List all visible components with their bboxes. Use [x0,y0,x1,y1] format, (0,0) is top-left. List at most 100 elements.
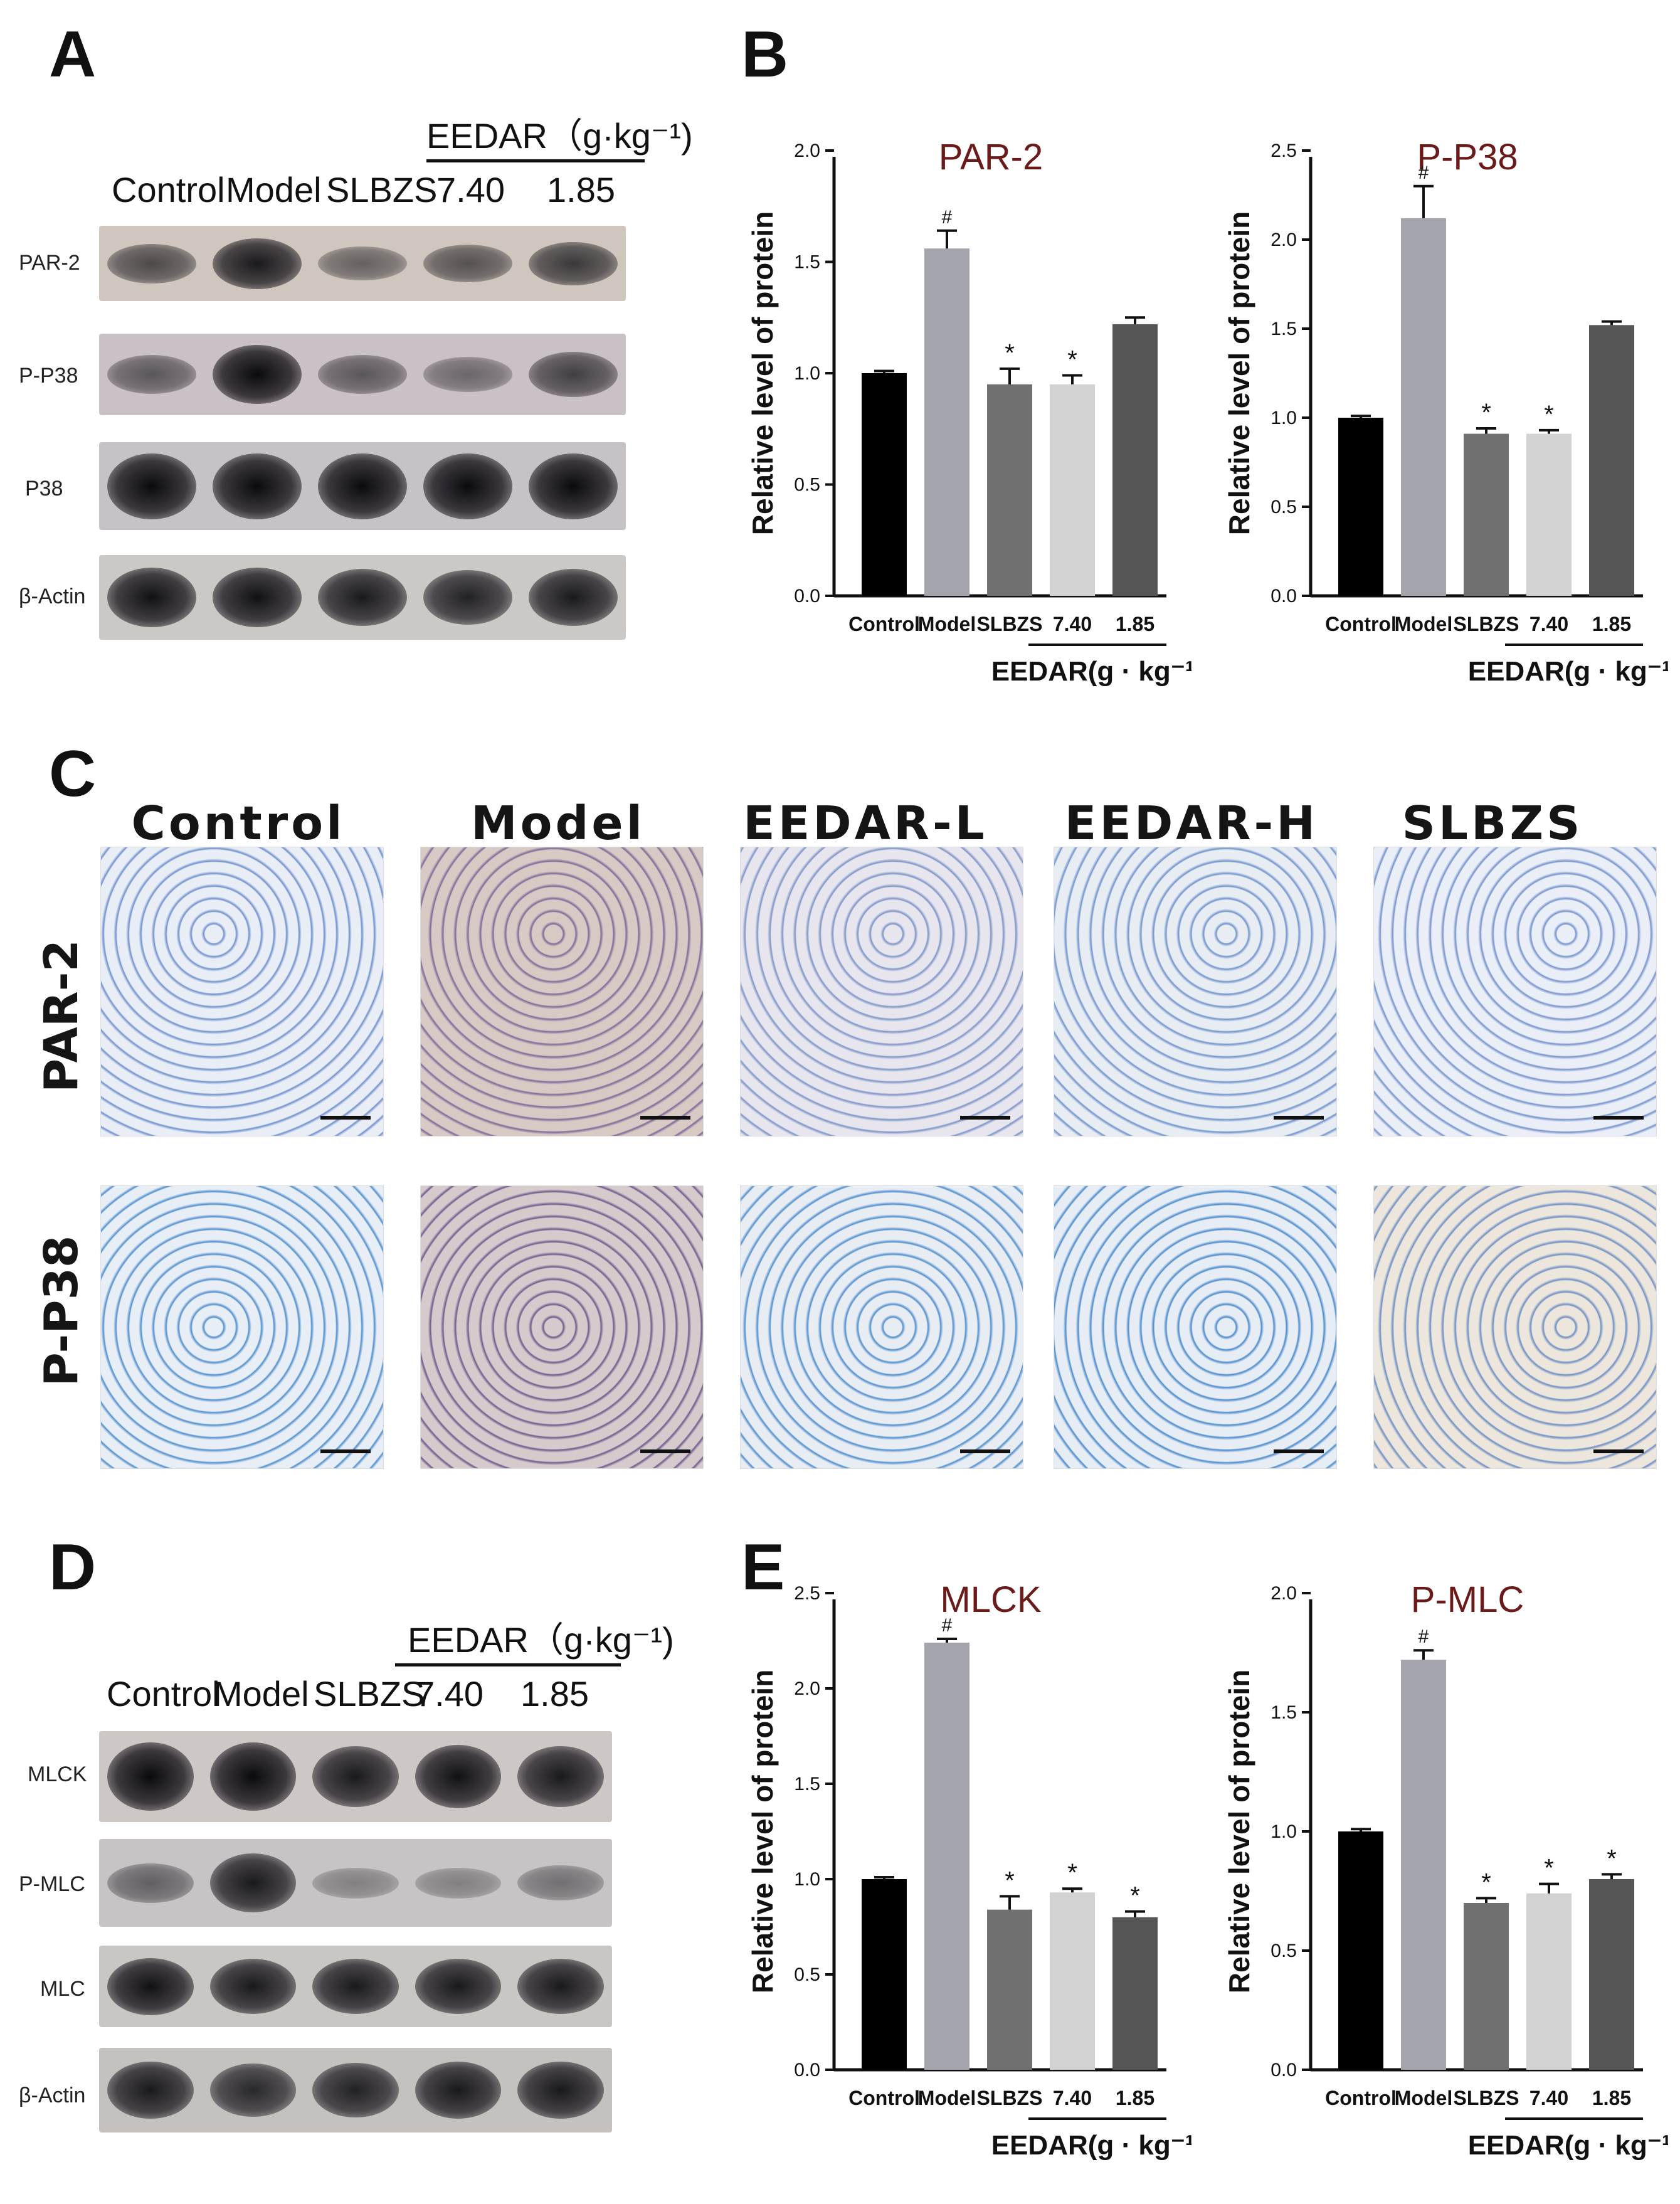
blot-band [107,1958,194,2015]
blot-band [107,243,196,283]
blot-band [517,1746,604,1808]
blot-band [415,1959,502,2014]
histo-col-eedar-l: EEDAR-L [743,797,988,850]
bar-chart-pmlc: P-MLC Relative level of protein 0.0 0.5 1.0 1… [1223,1579,1668,2161]
bar-chart-mlck: MLCK Relative level of protein 0.0 0.5 1.0 1.… [746,1579,1191,2161]
scale-bar [1274,1449,1324,1453]
scale-bar [960,1449,1010,1453]
blot-band [209,2064,297,2117]
category-label: 7.40 [1529,2087,1568,2109]
significance-mark: * [1481,399,1491,426]
bar [1401,1660,1446,2070]
category-label: Control [848,613,920,635]
significance-mark: # [942,1615,953,1636]
significance-mark: * [1067,1859,1077,1887]
y-tick-label: 0.0 [1271,2060,1297,2080]
blot-a-lane-model: Model [226,170,322,209]
y-tick-label: 2.0 [794,1678,820,1699]
bar [862,373,907,596]
blot-band [415,1744,502,1809]
histology-image [1054,1185,1337,1469]
significance-mark: * [1481,1868,1491,1896]
category-label: SLBZS [1454,2087,1519,2109]
blot-d-row-label: MLCK [28,1762,87,1786]
blot-band [517,1959,604,2014]
y-tick-label: 1.5 [1271,1702,1297,1723]
bar [1112,324,1158,596]
chart-title: MLCK [940,1579,1041,1620]
y-tick-label: 0.5 [794,475,820,495]
bar [1050,384,1095,596]
blot-band [423,357,512,392]
blot-d-group-header: EEDAR（g·kg⁻¹) [408,1620,674,1660]
blot-a-row-label: β-Actin [19,585,86,608]
chart-title: P-MLC [1411,1579,1524,1620]
blot-band [213,568,302,627]
blot-band [209,1742,297,1811]
blot-band [107,1742,194,1811]
category-label: SLBZS [977,613,1043,635]
category-label: Model [1395,613,1452,635]
blot-band [312,1746,399,1808]
category-label: Model [918,2087,976,2109]
significance-mark: * [1005,1867,1015,1894]
group-label: EEDAR(g · kg⁻¹) [991,656,1191,687]
blot-d-lane-control: Control [107,1674,220,1714]
y-tick-label: 1.0 [794,1869,820,1890]
bar [987,384,1032,596]
y-tick-label: 1.5 [794,252,820,273]
blot-band [529,453,618,519]
blot-d-group-line [395,1663,621,1666]
category-label: 7.40 [1053,2087,1092,2109]
blot-band [318,568,407,627]
blot-a-strip-par2 [99,226,626,301]
y-tick-label: 1.0 [1271,408,1297,428]
bar [924,1643,969,2070]
scale-bar [320,1449,371,1453]
histology-image [1373,847,1657,1136]
bar [1338,1831,1383,2070]
y-tick-label: 0.0 [794,586,820,607]
bar [1464,1903,1509,2070]
significance-mark: * [1544,1855,1554,1882]
bar-chart-pp38: P-P38 Relative level of protein 0.0 0.5 1.0 1… [1223,137,1668,687]
blot-band [529,568,618,627]
scale-bar [640,1449,690,1453]
panel-letter-c: C [49,738,97,810]
bar [987,1909,1032,2070]
category-label: 1.85 [1592,613,1631,635]
panel-letter-e: E [741,1531,785,1604]
blot-a-row-label: P-P38 [19,364,78,388]
bar [1589,325,1634,596]
y-tick-label: 1.5 [794,1774,820,1794]
category-label: 1.85 [1116,2087,1154,2109]
blot-band [209,1853,297,1913]
group-label: EEDAR(g · kg⁻¹) [1468,2130,1668,2161]
category-label: Control [1325,2087,1397,2109]
blot-band [517,2061,604,2119]
blot-a-lane-7-40: 7.40 [436,170,505,209]
blot-band [529,241,618,285]
bar [1526,433,1572,596]
significance-mark: * [1607,1845,1617,1872]
panel-letter-a: A [49,18,97,91]
blot-d-row-label: P-MLC [19,1872,85,1896]
scale-bar [960,1116,1010,1120]
blot-d-lane-slbzs: SLBZS [314,1674,425,1714]
group-label: EEDAR(g · kg⁻¹) [1468,656,1668,687]
bar [1589,1879,1634,2070]
blot-a-strip-actin [99,555,626,640]
blot-a-lane-slbzs: SLBZS [326,170,438,209]
blot-d-lane-model: Model [213,1674,309,1714]
bar [1401,218,1446,596]
blot-d-strip-pmlc [99,1839,612,1927]
category-label: 1.85 [1116,613,1154,635]
significance-mark: # [1418,1626,1429,1647]
panel-letter-d: D [49,1531,97,1604]
blot-band [415,2061,502,2119]
histo-col-model: Model [470,797,645,850]
blot-band [415,1867,502,1899]
significance-mark: # [1418,162,1429,183]
blot-a-strip-p38 [99,442,626,530]
y-tick-label: 2.0 [1271,230,1297,250]
